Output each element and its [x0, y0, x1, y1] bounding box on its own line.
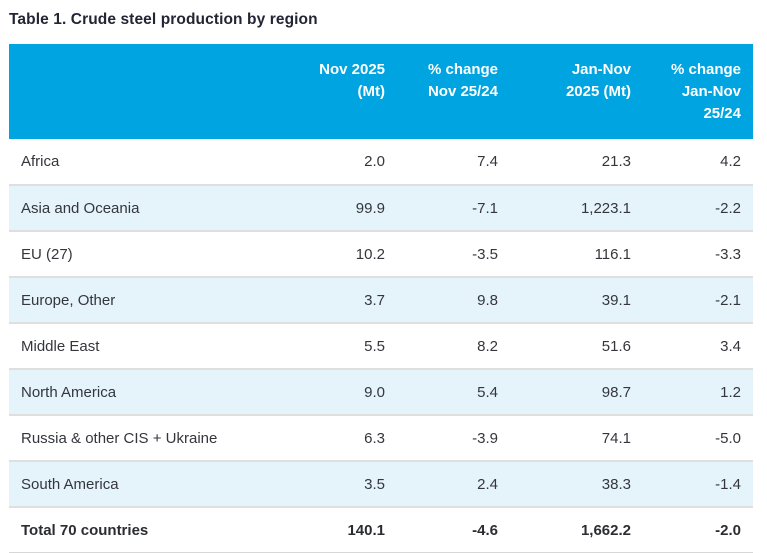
header-line: 25/24	[703, 105, 741, 122]
value-cell: 74.1	[510, 414, 643, 461]
value-cell: 9.8	[397, 276, 510, 323]
header-line: Nov 25/24	[427, 83, 498, 100]
total-label-cell: Total 70 countries	[9, 506, 251, 553]
value-cell: 3.4	[643, 322, 753, 369]
region-cell: Europe, Other	[9, 276, 251, 323]
value-cell: 39.1	[510, 276, 643, 323]
region-cell: North America	[9, 368, 251, 415]
region-cell: Russia & other CIS + Ukraine	[9, 414, 251, 461]
table-row-russia-cis-ukraine: Russia & other CIS + Ukraine 6.3 -3.9 74…	[9, 414, 753, 461]
value-cell: 38.3	[510, 460, 643, 507]
table-row-north-america: North America 9.0 5.4 98.7 1.2	[9, 368, 753, 415]
value-cell: -3.5	[397, 230, 510, 277]
value-cell: 116.1	[510, 230, 643, 277]
value-cell: -2.1	[643, 276, 753, 323]
value-cell: 3.5	[251, 460, 397, 507]
value-cell: 5.5	[251, 322, 397, 369]
value-cell: -7.1	[397, 184, 510, 231]
header-line: (Mt)	[357, 83, 385, 100]
table-body: Africa 2.0 7.4 21.3 4.2 Asia and Oceania…	[9, 139, 753, 553]
crude-steel-table: Nov 2025 (Mt) % change Nov 25/24 Jan-Nov…	[9, 44, 753, 553]
table-row-europe-other: Europe, Other 3.7 9.8 39.1 -2.1	[9, 276, 753, 323]
header-line: % change	[427, 61, 498, 78]
table-row-africa: Africa 2.0 7.4 21.3 4.2	[9, 139, 753, 185]
value-cell: 1,223.1	[510, 184, 643, 231]
header-cell-nov-2025: Nov 2025 (Mt)	[251, 44, 397, 139]
header-line: Jan-Nov	[681, 83, 741, 100]
value-cell: 8.2	[397, 322, 510, 369]
region-cell: Asia and Oceania	[9, 184, 251, 231]
value-cell: -3.9	[397, 414, 510, 461]
value-cell: 7.4	[397, 139, 510, 185]
total-value-cell: 140.1	[251, 506, 397, 553]
table-row-middle-east: Middle East 5.5 8.2 51.6 3.4	[9, 322, 753, 369]
header-cell-region	[9, 44, 251, 139]
value-cell: 10.2	[251, 230, 397, 277]
value-cell: 1.2	[643, 368, 753, 415]
table-row-asia-oceania: Asia and Oceania 99.9 -7.1 1,223.1 -2.2	[9, 184, 753, 231]
value-cell: -5.0	[643, 414, 753, 461]
value-cell: 21.3	[510, 139, 643, 185]
region-cell: Africa	[9, 139, 251, 185]
table-row-south-america: South America 3.5 2.4 38.3 -1.4	[9, 460, 753, 507]
table-row-eu-27: EU (27) 10.2 -3.5 116.1 -3.3	[9, 230, 753, 277]
value-cell: 2.0	[251, 139, 397, 185]
region-cell: EU (27)	[9, 230, 251, 277]
value-cell: -3.3	[643, 230, 753, 277]
value-cell: 98.7	[510, 368, 643, 415]
total-value-cell: 1,662.2	[510, 506, 643, 553]
value-cell: 99.9	[251, 184, 397, 231]
header-line: % change	[670, 61, 741, 78]
value-cell: 6.3	[251, 414, 397, 461]
header-cell-pct-change-jan-nov: % change Jan-Nov 25/24	[643, 44, 753, 139]
region-cell: South America	[9, 460, 251, 507]
header-cell-pct-change-nov: % change Nov 25/24	[397, 44, 510, 139]
value-cell: 3.7	[251, 276, 397, 323]
value-cell: -1.4	[643, 460, 753, 507]
table-header: Nov 2025 (Mt) % change Nov 25/24 Jan-Nov…	[9, 44, 753, 139]
total-value-cell: -2.0	[643, 506, 753, 553]
region-cell: Middle East	[9, 322, 251, 369]
page-title: Table 1. Crude steel production by regio…	[9, 11, 318, 28]
value-cell: -2.2	[643, 184, 753, 231]
total-value-cell: -4.6	[397, 506, 510, 553]
header-line: 2025 (Mt)	[565, 83, 631, 100]
header-row: Nov 2025 (Mt) % change Nov 25/24 Jan-Nov…	[9, 44, 753, 139]
header-line: Jan-Nov	[571, 61, 631, 78]
value-cell: 51.6	[510, 322, 643, 369]
value-cell: 5.4	[397, 368, 510, 415]
value-cell: 9.0	[251, 368, 397, 415]
table-row-total: Total 70 countries 140.1 -4.6 1,662.2 -2…	[9, 506, 753, 553]
header-line: Nov 2025	[319, 61, 385, 78]
value-cell: 4.2	[643, 139, 753, 185]
value-cell: 2.4	[397, 460, 510, 507]
header-cell-jan-nov-2025: Jan-Nov 2025 (Mt)	[510, 44, 643, 139]
